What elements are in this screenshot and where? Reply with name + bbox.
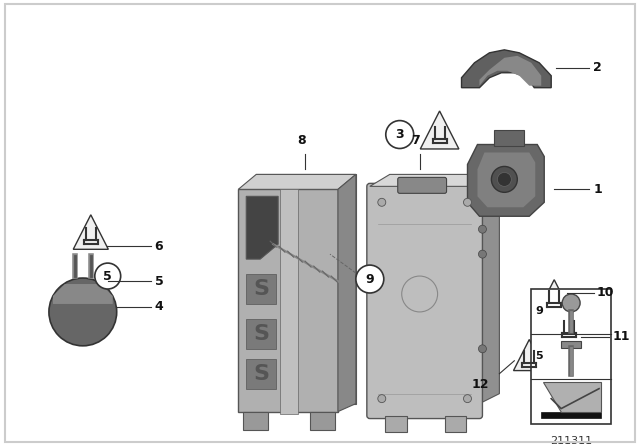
Text: 2: 2 bbox=[593, 61, 602, 74]
Polygon shape bbox=[538, 280, 570, 311]
Circle shape bbox=[492, 166, 517, 192]
Bar bbox=[531, 289, 611, 423]
Bar bbox=[495, 129, 524, 146]
Circle shape bbox=[356, 265, 384, 293]
FancyBboxPatch shape bbox=[367, 183, 483, 418]
Text: 7: 7 bbox=[412, 134, 420, 147]
Bar bbox=[445, 416, 467, 431]
Polygon shape bbox=[477, 152, 535, 207]
Circle shape bbox=[479, 250, 486, 258]
Polygon shape bbox=[246, 196, 278, 259]
Text: S: S bbox=[253, 279, 269, 299]
Polygon shape bbox=[246, 359, 276, 389]
Text: 12: 12 bbox=[472, 378, 490, 391]
Polygon shape bbox=[370, 174, 499, 186]
Text: 9: 9 bbox=[535, 306, 543, 316]
Circle shape bbox=[378, 395, 386, 403]
Polygon shape bbox=[338, 174, 356, 412]
Text: 211311: 211311 bbox=[550, 435, 592, 445]
Circle shape bbox=[479, 345, 486, 353]
Text: 11: 11 bbox=[613, 330, 630, 343]
Bar bbox=[280, 190, 298, 414]
Text: 1: 1 bbox=[593, 183, 602, 196]
Polygon shape bbox=[479, 174, 499, 404]
Polygon shape bbox=[543, 382, 601, 412]
Polygon shape bbox=[73, 215, 108, 249]
Circle shape bbox=[463, 395, 472, 403]
Text: S: S bbox=[253, 364, 269, 384]
Text: 9: 9 bbox=[365, 272, 374, 285]
Text: 5: 5 bbox=[103, 270, 112, 283]
Polygon shape bbox=[53, 284, 113, 304]
Polygon shape bbox=[420, 111, 459, 149]
Bar bbox=[310, 412, 335, 430]
FancyBboxPatch shape bbox=[397, 177, 447, 194]
Text: 4: 4 bbox=[155, 301, 163, 314]
Circle shape bbox=[463, 198, 472, 206]
Circle shape bbox=[497, 172, 511, 186]
Text: 5: 5 bbox=[536, 351, 543, 361]
Circle shape bbox=[386, 121, 413, 148]
Bar bbox=[243, 412, 268, 430]
Circle shape bbox=[479, 225, 486, 233]
Polygon shape bbox=[238, 190, 338, 412]
Text: S: S bbox=[253, 324, 269, 344]
Polygon shape bbox=[513, 340, 545, 370]
Circle shape bbox=[49, 278, 116, 346]
Polygon shape bbox=[554, 310, 585, 340]
Polygon shape bbox=[479, 56, 541, 86]
Bar bbox=[385, 416, 406, 431]
Polygon shape bbox=[238, 174, 356, 190]
Circle shape bbox=[562, 294, 580, 312]
Text: 3: 3 bbox=[396, 128, 404, 141]
Polygon shape bbox=[256, 174, 356, 404]
Text: 6: 6 bbox=[155, 240, 163, 253]
Text: 5: 5 bbox=[155, 275, 163, 288]
Polygon shape bbox=[246, 274, 276, 304]
Text: 10: 10 bbox=[597, 286, 614, 300]
Circle shape bbox=[95, 263, 121, 289]
Polygon shape bbox=[246, 319, 276, 349]
Polygon shape bbox=[461, 50, 551, 88]
Bar bbox=[561, 341, 581, 348]
Text: 8: 8 bbox=[297, 134, 305, 147]
Polygon shape bbox=[541, 412, 601, 418]
Polygon shape bbox=[467, 145, 544, 216]
Circle shape bbox=[378, 198, 386, 206]
